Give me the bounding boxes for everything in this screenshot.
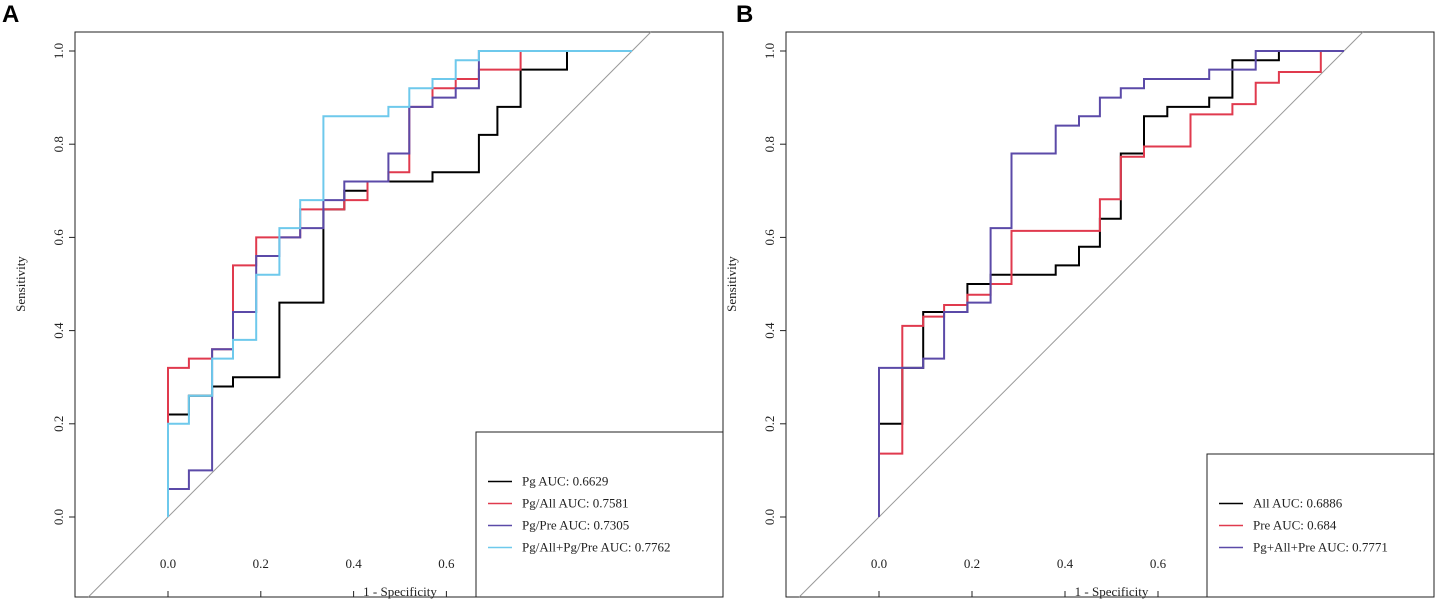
panel-b-x-axis-label: 1 - Specificity	[1075, 584, 1149, 599]
panel-a-x-tick-label: 0.0	[160, 556, 176, 571]
panel-a-roc-line-pg-all-pg-pre	[167, 50, 632, 517]
panel-b-legend-entry: Pg+All+Pre AUC: 0.7771	[1253, 540, 1388, 555]
panel-a-x-tick-label: 0.4	[345, 556, 362, 571]
panel-a-x-axis-label: 1 - Specificity	[363, 584, 437, 599]
panel-a-x-tick-label: 0.2	[253, 556, 269, 571]
panel-a-legend: Pg AUC: 0.6629 Pg/All AUC: 0.7581 Pg/Pre A…	[475, 431, 724, 598]
panel-b-legend-box	[1206, 453, 1435, 598]
panel-a-y-axis: 0.0 0.2 0.4 0.6 0.8 1.0	[51, 43, 75, 525]
panel-a-legend-entry: Pg/Pre AUC: 0.7305	[522, 518, 629, 533]
panel-b-x-tick-label: 0.6	[1150, 556, 1167, 571]
panel-b-y-tick-label: 0.2	[762, 416, 777, 432]
panel-b-plot-frame	[785, 31, 1435, 598]
panel-a: A 0.00.20.40.60.81.0 0.00.20.40.60.81.0 …	[2, 1, 724, 599]
panel-b-roc-line-pre	[878, 50, 1344, 517]
panel-b-y-tick-label: 1.0	[762, 43, 777, 59]
panel-a-legend-entry: Pg/All+Pg/Pre AUC: 0.7762	[522, 540, 671, 555]
panel-b-y-tick-label: 0.4	[762, 322, 777, 339]
panel-b: B 0.00.20.40.60.81.0 0.00.20.40.60.81.0 …	[724, 1, 1435, 599]
panel-b-letter: B	[736, 1, 753, 28]
panel-b-y-axis-label: Sensitivity	[724, 256, 739, 312]
panel-a-y-tick-label: 0.0	[51, 509, 66, 525]
panel-a-plot-frame	[74, 31, 724, 598]
panel-b-series-group	[878, 50, 1344, 517]
panel-b-y-tick-label: 0.6	[762, 229, 777, 246]
panel-a-legend-entry: Pg/All AUC: 0.7581	[522, 496, 629, 511]
panel-a-legend-box	[475, 431, 724, 598]
panel-b-legend-entry: Pre AUC: 0.684	[1253, 518, 1337, 533]
panel-a-reference-diagonal	[87, 31, 652, 598]
panel-a-x-tick-label: 0.6	[438, 556, 455, 571]
panel-b-reference-diagonal	[798, 31, 1364, 598]
panel-b-roc-line-pg-all-pre	[878, 50, 1344, 517]
panel-a-series-group	[167, 50, 632, 517]
panel-b-y-tick-label: 0.8	[762, 136, 777, 152]
panel-a-y-tick-label: 1.0	[51, 43, 66, 59]
panel-b-y-tick-label: 0.0	[762, 509, 777, 525]
panel-a-y-tick-label: 0.8	[51, 136, 66, 152]
panel-b-x-tick-label: 0.4	[1057, 556, 1074, 571]
panel-b-roc-line-all	[878, 50, 1344, 517]
panel-a-legend-entry: Pg AUC: 0.6629	[522, 474, 608, 489]
panel-a-y-tick-label: 0.2	[51, 416, 66, 432]
panel-a-y-tick-label: 0.4	[51, 322, 66, 339]
panel-a-y-axis-label: Sensitivity	[13, 256, 28, 312]
panel-b-legend: All AUC: 0.6886 Pre AUC: 0.684 Pg+All+Pre …	[1206, 453, 1435, 598]
panel-b-x-tick-label: 0.2	[964, 556, 980, 571]
panel-b-x-tick-label: 0.0	[871, 556, 887, 571]
panel-b-legend-entry: All AUC: 0.6886	[1253, 496, 1343, 511]
panel-a-letter: A	[2, 1, 19, 28]
panel-b-y-axis: 0.0 0.2 0.4 0.6 0.8 1.0	[762, 43, 786, 525]
panel-a-y-tick-label: 0.6	[51, 229, 66, 246]
